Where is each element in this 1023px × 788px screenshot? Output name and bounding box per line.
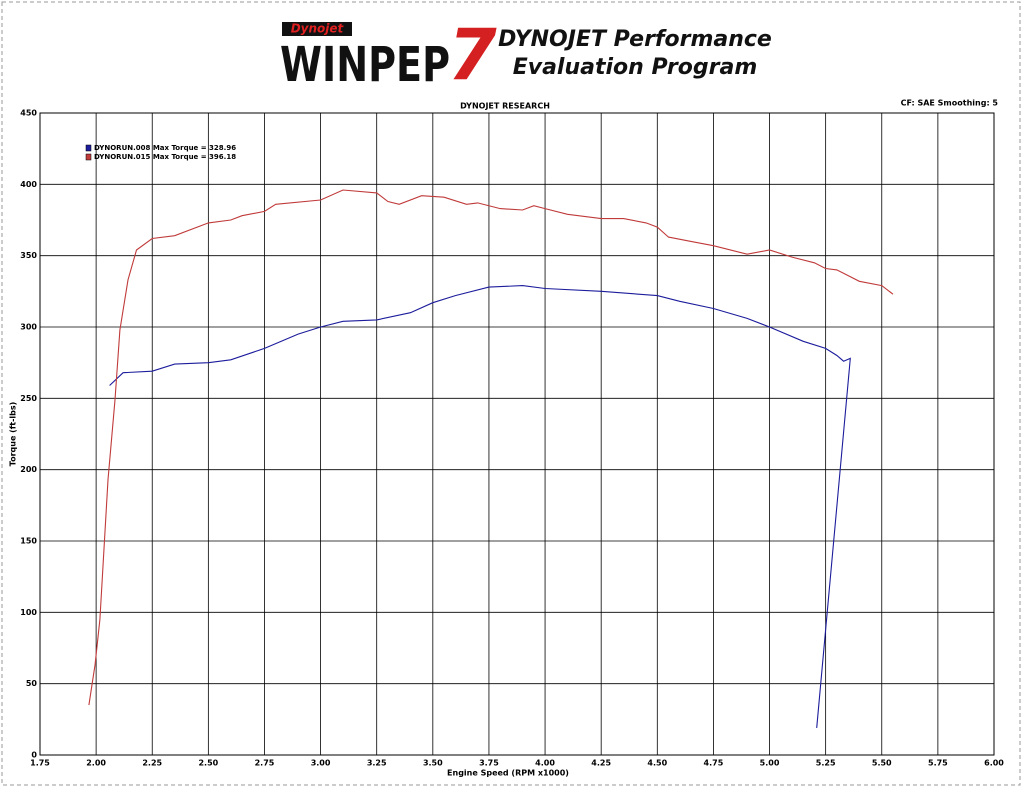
y-tick-label: 150: [20, 537, 37, 546]
logo: Dynojet WINPEP 7: [280, 14, 497, 96]
y-tick-label: 50: [26, 679, 38, 688]
x-tick-label: 3.50: [423, 759, 443, 768]
y-tick-label: 100: [20, 608, 37, 617]
x-tick-label: 2.75: [255, 759, 275, 768]
x-tick-label: 4.75: [704, 759, 724, 768]
x-tick-label: 5.00: [760, 759, 780, 768]
legend-swatch: [85, 144, 92, 152]
x-tick-label: 1.75: [30, 759, 50, 768]
legend-label: DYNORUN.008 Max Torque = 328.96: [94, 144, 236, 152]
x-tick-label: 3.00: [311, 759, 331, 768]
x-tick-label: 4.50: [647, 759, 667, 768]
y-axis-label: Torque (ft-lbs): [9, 402, 18, 467]
y-tick-label: 200: [20, 465, 37, 474]
legend-label: DYNORUN.015 Max Torque = 396.18: [94, 153, 236, 161]
header-title: Evaluation Program: [513, 55, 758, 80]
chart-subtitle: CF: SAE Smoothing: 5: [901, 99, 999, 108]
y-tick-label: 450: [20, 109, 37, 118]
logo-number: 7: [448, 14, 497, 96]
x-tick-label: 4.00: [535, 759, 555, 768]
y-tick-label: 300: [20, 323, 37, 332]
x-tick-label: 3.25: [367, 759, 387, 768]
x-tick-label: 5.25: [816, 759, 836, 768]
x-tick-label: 5.50: [872, 759, 892, 768]
header-title: DYNOJET Performance: [498, 27, 772, 52]
logo-brand-bg: [282, 22, 352, 36]
x-tick-label: 5.75: [928, 759, 948, 768]
y-tick-label: 0: [31, 751, 37, 760]
x-tick-label: 3.75: [479, 759, 499, 768]
x-tick-label: 4.25: [591, 759, 611, 768]
series-line: [109, 285, 851, 728]
x-tick-label: 2.50: [198, 759, 218, 768]
series-line: [88, 189, 894, 706]
y-tick-label: 250: [20, 394, 37, 403]
x-tick-label: 2.25: [142, 759, 162, 768]
legend-swatch: [85, 153, 92, 161]
x-axis-label: Engine Speed (RPM x1000): [447, 769, 569, 778]
x-tick-label: 6.00: [984, 759, 1004, 768]
chart-title: DYNOJET RESEARCH: [460, 102, 550, 111]
logo-name: WINPEP: [280, 37, 450, 93]
y-tick-label: 400: [20, 180, 37, 189]
plot-area: [39, 112, 995, 756]
y-tick-label: 350: [20, 251, 37, 260]
logo-brand: Dynojet: [291, 22, 345, 36]
x-tick-label: 2.00: [86, 759, 106, 768]
